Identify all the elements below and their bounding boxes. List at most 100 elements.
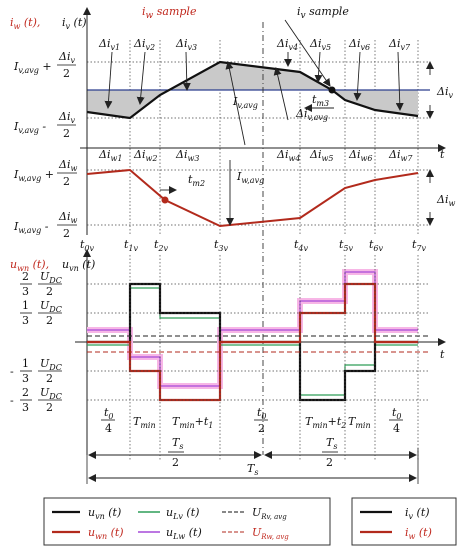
bottom-time-axis-label: t	[440, 348, 445, 361]
svg-text:UDC: UDC	[40, 357, 62, 372]
legend-currents: iv (t) iw (t)	[351, 497, 457, 546]
delta-iv-labels: Δiv1 Δiv2 Δiv3 Δiv4 Δiv5 Δiv6 Δiv7	[98, 37, 411, 146]
svg-text:Δiv,avg: Δiv,avg	[295, 107, 328, 122]
period-arrows: Ts 2 Ts 2 Ts	[86, 436, 419, 484]
level-labels: 2 3 UDC 2 1 3 UDC 2 - 1 3 UDC	[10, 270, 62, 414]
svg-text:Tmin: Tmin	[348, 415, 371, 430]
svg-text:t2v: t2v	[154, 238, 169, 253]
svg-text:t7v: t7v	[412, 238, 427, 253]
svg-text:2: 2	[46, 372, 53, 385]
svg-text:Δiv4: Δiv4	[276, 37, 298, 52]
svg-text:Δiv7: Δiv7	[388, 37, 411, 52]
svg-text:Tmin: Tmin	[133, 415, 156, 430]
svg-text:Δiw: Δiw	[58, 210, 77, 225]
delta-iw-span: Δiw	[426, 169, 455, 226]
svg-text:3: 3	[22, 372, 29, 385]
svg-text:2: 2	[258, 422, 265, 435]
interval-labels: t0 4 Tmin Tmin+t1 t0 2 Tmin+t2 Tmin t0 4	[101, 406, 403, 435]
tm3-marker: tm3	[304, 93, 334, 112]
svg-text:Δiv1: Δiv1	[98, 37, 120, 52]
svg-text:iw (t),: iw (t),	[10, 16, 40, 31]
iw-avg-plus-label: Iw,avg + Δiw 2	[13, 158, 77, 188]
svg-text:Iv,avg +: Iv,avg +	[13, 60, 52, 75]
svg-text:Δiw: Δiw	[58, 158, 77, 173]
svg-text:Δiv: Δiv	[436, 85, 453, 100]
svg-text:Δiv3: Δiv3	[175, 37, 197, 52]
svg-text:2: 2	[46, 401, 53, 414]
svg-text:-: -	[10, 394, 14, 407]
svg-text:Tmin+t1: Tmin+t1	[172, 415, 213, 430]
svg-text:2: 2	[46, 314, 53, 327]
svg-text:Δiv2: Δiv2	[133, 37, 155, 52]
svg-text:uvn (t): uvn (t)	[88, 506, 121, 521]
svg-text:tm3: tm3	[312, 93, 329, 108]
iv-sample-label: iv sample	[297, 5, 349, 21]
svg-text:Δiv: Δiv	[58, 50, 75, 65]
svg-text:t0: t0	[104, 406, 114, 421]
svg-text:iw (t): iw (t)	[405, 526, 432, 541]
iv-avg-minus-label: Iv,avg - Δiv 2	[13, 110, 76, 140]
svg-text:2: 2	[172, 456, 179, 469]
svg-text:UDC: UDC	[40, 386, 62, 401]
iw-sample-label: iw sample	[142, 5, 197, 21]
svg-text:1: 1	[22, 299, 29, 312]
bottom-panel: uwn (t), uvn (t) t	[10, 249, 446, 484]
svg-text:Δiv5: Δiv5	[309, 37, 331, 52]
svg-text:t4v: t4v	[294, 238, 309, 253]
top-time-axis-label: t	[440, 148, 445, 161]
svg-text:2: 2	[22, 270, 29, 283]
svg-text:iv (t): iv (t)	[62, 16, 87, 31]
iw-waveform	[86, 168, 419, 228]
svg-text:4: 4	[105, 422, 112, 435]
svg-text:t5v: t5v	[339, 238, 354, 253]
svg-text:uLv (t): uLv (t)	[166, 506, 199, 521]
svg-text:3: 3	[22, 285, 29, 298]
violet-highlight	[87, 269, 418, 389]
svg-text:2: 2	[63, 67, 70, 80]
svg-text:Δiw: Δiw	[436, 193, 455, 208]
svg-text:2: 2	[63, 175, 70, 188]
svg-text:3: 3	[22, 314, 29, 327]
iw-sample-point	[161, 196, 169, 204]
svg-text:Δiw4: Δiw4	[276, 148, 300, 163]
svg-text:t6v: t6v	[369, 238, 384, 253]
svg-text:Δiw7: Δiw7	[388, 148, 413, 163]
svg-text:t1v: t1v	[124, 238, 139, 253]
svg-text:1: 1	[22, 357, 29, 370]
svg-text:t0: t0	[392, 406, 402, 421]
svg-text:UDC: UDC	[40, 270, 62, 285]
delta-iv-span: Δiv	[426, 61, 453, 119]
uwn-waveform	[87, 282, 418, 402]
ulv-waveform	[87, 287, 418, 396]
svg-text:Δiw1: Δiw1	[98, 148, 122, 163]
svg-text:UDC: UDC	[40, 299, 62, 314]
top-ylabel: iw (t), iv (t)	[10, 16, 87, 31]
svg-text:t0: t0	[257, 406, 267, 421]
ulw-waveform	[87, 271, 418, 387]
svg-text:t3v: t3v	[214, 238, 229, 253]
svg-text:2: 2	[326, 456, 333, 469]
svg-text:Δiw2: Δiw2	[133, 148, 157, 163]
svg-text:2: 2	[63, 227, 70, 240]
svg-text:3: 3	[22, 401, 29, 414]
iv-sample-point	[328, 86, 336, 94]
svg-text:Iw,avg -: Iw,avg -	[13, 220, 49, 235]
svg-text:Δiw5: Δiw5	[309, 148, 333, 163]
iv-waveform	[86, 60, 419, 120]
top-panel: t iw (t), iv (t) iw sample iv sample Iv,…	[10, 5, 453, 455]
svg-text:Δiw3: Δiw3	[175, 148, 199, 163]
svg-text:-: -	[10, 365, 14, 378]
svg-text:Ts: Ts	[326, 436, 337, 451]
svg-text:Ts: Ts	[172, 436, 183, 451]
svg-text:Iw,avg +: Iw,avg +	[13, 168, 54, 183]
svg-text:2: 2	[22, 386, 29, 399]
svg-text:4: 4	[393, 422, 400, 435]
svg-text:2: 2	[46, 285, 53, 298]
svg-text:2: 2	[63, 127, 70, 140]
legend-main: uvn (t) uwn (t) uLv (t) uLw (t) URv, avg…	[43, 497, 331, 546]
svg-text:Δiv: Δiv	[58, 110, 75, 125]
delta-iw-labels: Δiw1 Δiw2 Δiw3 Δiw4 Δiw5 Δiw6 Δiw7	[98, 148, 413, 163]
svg-text:Ts: Ts	[247, 462, 258, 477]
mid-panel: Iw,avg + Δiw 2 Iw,avg - Δiw 2 Δiw1 Δiw2 …	[13, 148, 455, 253]
